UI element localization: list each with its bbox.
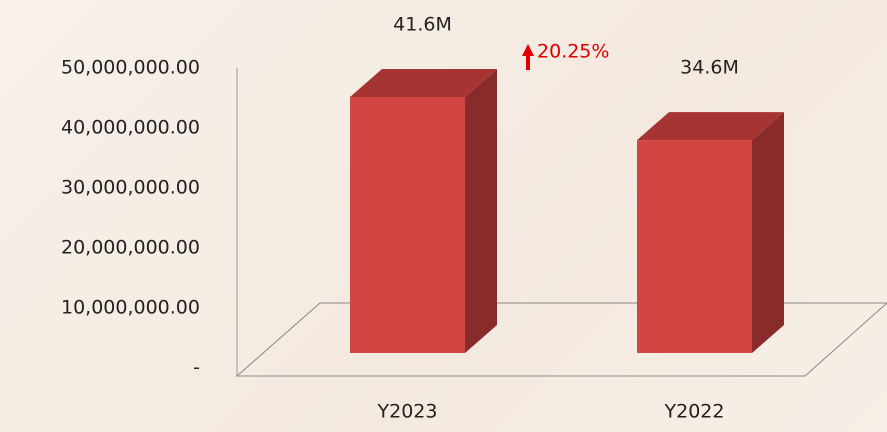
bar-side [752,112,784,354]
y-tick-label: - [193,357,200,379]
y-tick-label: 30,000,000.00 [61,177,200,199]
bar-top [637,112,784,141]
y-tick-label: 40,000,000.00 [61,117,200,139]
up-arrow [522,44,534,56]
x-tick-label: Y2023 [377,401,438,423]
floor [235,302,887,377]
bar [637,140,752,353]
bar-top [350,68,497,97]
change-annotation: 20.25% [537,41,609,63]
value-label: 41.6M [393,13,452,35]
y-tick-label: 20,000,000.00 [61,237,200,259]
bar [350,96,465,354]
value-label: 34.6M [680,57,739,79]
y-tick-label: 10,000,000.00 [61,297,200,319]
x-tick-label: Y2022 [664,401,725,423]
y-tick-label: 50,000,000.00 [61,57,200,79]
up-arrow-shaft [526,55,530,70]
bar-side [465,68,497,354]
